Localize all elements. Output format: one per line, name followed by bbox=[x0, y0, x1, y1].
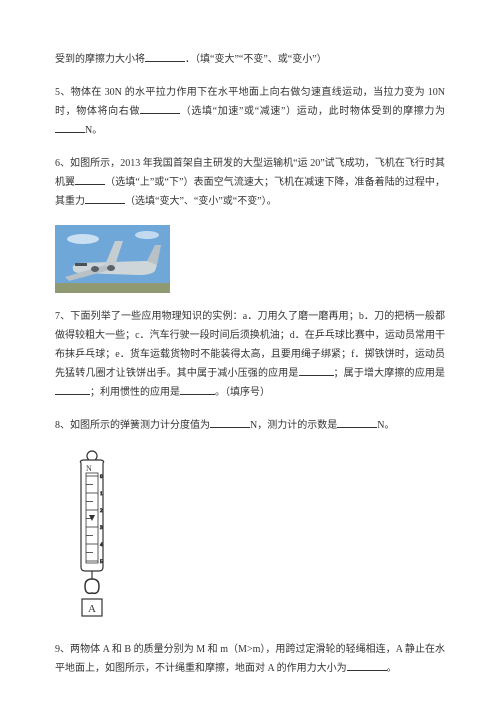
q9-p2: 。 bbox=[387, 663, 397, 674]
blank bbox=[75, 175, 105, 185]
blank bbox=[55, 385, 90, 395]
q8: 8、如图所示的弹簧测力计分度值为 N，测力计的示数是 N。 bbox=[55, 416, 445, 435]
q7-p3: ；利用惯性的应用是 bbox=[90, 387, 180, 398]
q7-p4: 。（填序号） bbox=[215, 387, 270, 398]
q8-p2: N，测力计的示数是 bbox=[250, 420, 337, 431]
q4-tail: 受到的摩擦力大小将 ．（填“变大”“不变”、或“变小”） bbox=[55, 50, 445, 69]
blank bbox=[55, 123, 85, 133]
q5-p3: N。 bbox=[85, 125, 102, 136]
q4-hint: ．（填“变大”“不变”、或“变小”） bbox=[185, 54, 327, 65]
q9: 9、两物体 A 和 B 的质量分别为 M 和 m（M>m），用跨过定滑轮的轻绳相… bbox=[55, 640, 445, 678]
plane-image bbox=[55, 225, 170, 293]
q6: 6、如图所示，2013 年我国首架自主研发的大型运输机“运 20”试飞成功，飞机… bbox=[55, 154, 445, 211]
blank bbox=[210, 418, 250, 428]
q4-tail-text: 受到的摩擦力大小将 bbox=[55, 54, 145, 65]
q7: 7、下面列举了一些应用物理知识的实例：a．刀用久了磨一磨再用；b．刀的把柄一般都… bbox=[55, 307, 445, 402]
q7-p2: ；属于增大摩擦的应用是 bbox=[334, 368, 445, 379]
blank bbox=[337, 418, 377, 428]
blank bbox=[145, 52, 185, 62]
blank bbox=[140, 104, 180, 114]
spring-top-label: N bbox=[86, 464, 92, 473]
q8-p3: N。 bbox=[377, 420, 394, 431]
blank bbox=[180, 385, 215, 395]
blank bbox=[347, 661, 387, 671]
blank bbox=[85, 194, 125, 204]
q5-p2: （选填“加速”或“减速”）运动，此时物体受到的摩擦力为 bbox=[180, 106, 445, 117]
spring-image: N 0 1 2 3 4 5 A bbox=[73, 449, 111, 626]
q5: 5、物体在 30N 的水平拉力作用下在水平地面上向右做匀速直线运动，当拉力变为 … bbox=[55, 83, 445, 140]
blank bbox=[299, 366, 334, 376]
q6-p3: （选填“变大”、“变小”或“不变”）。 bbox=[125, 196, 277, 207]
q8-p1: 8、如图所示的弹簧测力计分度值为 bbox=[55, 420, 210, 431]
spring-box-label: A bbox=[88, 603, 96, 615]
